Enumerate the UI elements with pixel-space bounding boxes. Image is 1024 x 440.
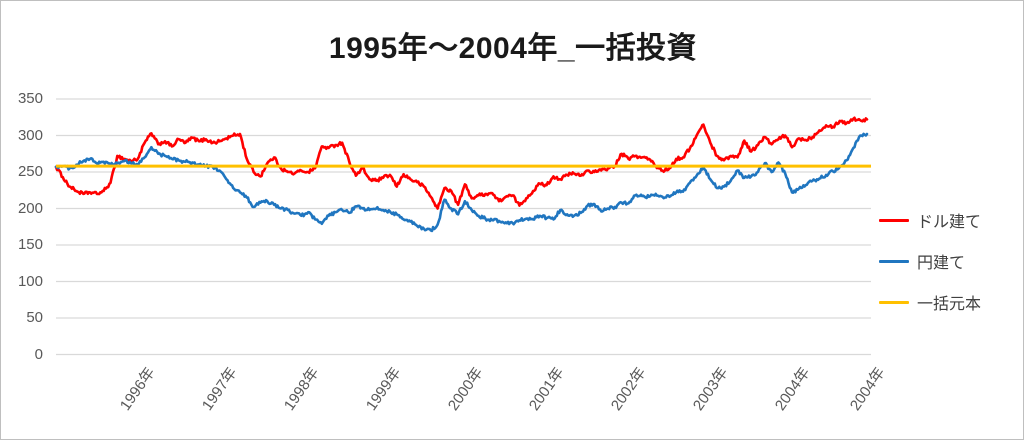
y-tick-label-100: 100 <box>17 272 43 290</box>
usd-series-line <box>54 116 869 210</box>
legend-swatch-icon <box>879 300 909 304</box>
y-tick-label-250: 250 <box>17 163 43 180</box>
jpy-series-line <box>54 132 869 233</box>
y-tick-label-200: 200 <box>17 199 43 217</box>
legend-label: 一括元本 <box>917 296 982 313</box>
legend-swatch-icon <box>879 218 909 222</box>
chart-legend: ドル建て円建て一括元本 <box>879 208 981 314</box>
legend-label: 円建て <box>917 255 966 272</box>
y-tick-label-350: 350 <box>17 90 43 107</box>
y-tick-label-0: 0 <box>34 345 43 363</box>
y-tick-label-300: 300 <box>17 126 43 144</box>
legend-swatch-icon <box>879 259 909 263</box>
y-tick-label-150: 150 <box>17 236 43 253</box>
legend-item-2: 一括元本 <box>879 290 981 314</box>
legend-label: ドル建て <box>917 214 982 231</box>
chart-title: 1995年～2004年_一括投資 <box>328 32 698 65</box>
legend-item-0: ドル建て <box>879 208 981 232</box>
legend-item-1: 円建て <box>879 249 981 273</box>
y-tick-label-50: 50 <box>26 309 43 326</box>
